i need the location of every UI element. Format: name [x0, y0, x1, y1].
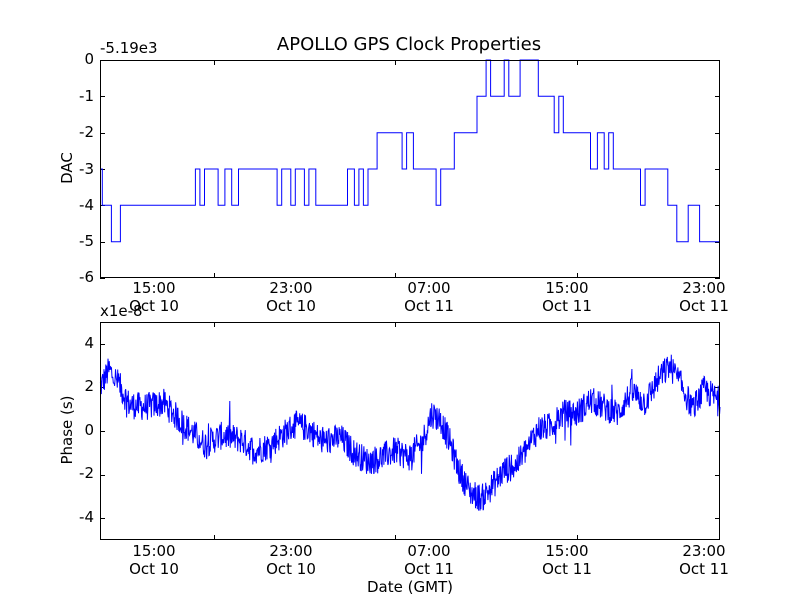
phase-ytick-label: -2 — [79, 464, 94, 482]
dac-xtick-date: Oct 11 — [542, 297, 592, 315]
dac-offset-text: -5.19e3 — [100, 39, 158, 57]
dac-xtick-labels: 15:00 Oct 10 23:00 Oct 10 07:00 Oct 11 1… — [129, 279, 729, 315]
dac-ytick-label: -2 — [79, 123, 94, 141]
phase-xtick-date: Oct 11 — [679, 560, 729, 578]
phase-ticks — [100, 322, 720, 540]
dac-ytick-label: -1 — [79, 87, 94, 105]
phase-ytick-label: -4 — [79, 508, 94, 526]
dac-xtick-date: Oct 11 — [404, 297, 454, 315]
phase-plot-frame — [100, 322, 720, 540]
chart-title: APOLLO GPS Clock Properties — [277, 34, 541, 55]
phase-xtick-time: 23:00 — [269, 542, 312, 560]
dac-ytick-label: -5 — [79, 232, 94, 250]
dac-xtick-date: Oct 10 — [266, 297, 316, 315]
dac-ylabel: DAC — [58, 152, 76, 184]
dac-xtick-time: 15:00 — [132, 279, 175, 297]
phase-offset-text: x1e-8 — [100, 302, 143, 320]
dac-xtick-time: 07:00 — [407, 279, 450, 297]
phase-xtick-date: Oct 11 — [404, 560, 454, 578]
dac-series-line — [100, 59, 720, 243]
phase-xtick-date: Oct 10 — [129, 560, 179, 578]
phase-ytick-label: 0 — [84, 421, 94, 439]
dac-xtick-date: Oct 11 — [679, 297, 729, 315]
phase-xtick-date: Oct 10 — [266, 560, 316, 578]
phase-xtick-labels: 15:00 Oct 10 23:00 Oct 10 07:00 Oct 11 1… — [129, 542, 729, 578]
dac-xtick-time: 23:00 — [269, 279, 312, 297]
phase-ylabel: Phase (s) — [58, 395, 76, 464]
phase-xtick-time: 07:00 — [407, 542, 450, 560]
dac-xtick-time: 15:00 — [545, 279, 588, 297]
dac-ytick-label: -6 — [79, 268, 94, 286]
phase-xtick-time: 15:00 — [132, 542, 175, 560]
phase-panel: x1e-8 Phase (s) 4 2 0 -2 -4 15:00 Oct 10… — [58, 302, 729, 596]
dac-panel: -5.19e3 DAC 0 -1 -2 -3 -4 -5 -6 15:00 Oc… — [58, 39, 729, 315]
dac-ytick-label: 0 — [84, 50, 94, 68]
phase-xlabel: Date (GMT) — [367, 578, 453, 596]
dac-ytick-label: -3 — [79, 160, 94, 178]
phase-ytick-labels: 4 2 0 -2 -4 — [79, 334, 94, 526]
phase-xtick-time: 23:00 — [682, 542, 725, 560]
dac-plot-frame — [100, 60, 720, 278]
phase-xtick-date: Oct 11 — [542, 560, 592, 578]
phase-ytick-label: 2 — [84, 377, 94, 395]
phase-xtick-time: 15:00 — [545, 542, 588, 560]
phase-series-line — [99, 354, 721, 511]
dac-ytick-labels: 0 -1 -2 -3 -4 -5 -6 — [79, 50, 94, 286]
dac-ytick-label: -4 — [79, 196, 94, 214]
dac-xtick-time: 23:00 — [682, 279, 725, 297]
dac-xtick-date: Oct 10 — [129, 297, 179, 315]
phase-ytick-label: 4 — [84, 334, 94, 352]
